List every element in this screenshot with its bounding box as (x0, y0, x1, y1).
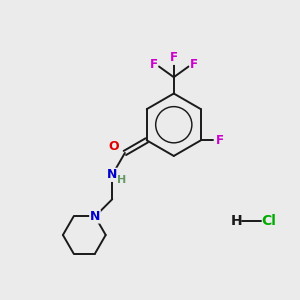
Text: H: H (230, 214, 242, 228)
Text: N: N (90, 210, 100, 223)
Text: F: F (190, 58, 198, 71)
Text: F: F (150, 58, 158, 71)
Text: H: H (117, 175, 126, 185)
Text: F: F (216, 134, 224, 147)
Text: N: N (107, 168, 117, 182)
Text: O: O (109, 140, 119, 153)
Text: F: F (170, 51, 178, 64)
Text: Cl: Cl (262, 214, 276, 228)
